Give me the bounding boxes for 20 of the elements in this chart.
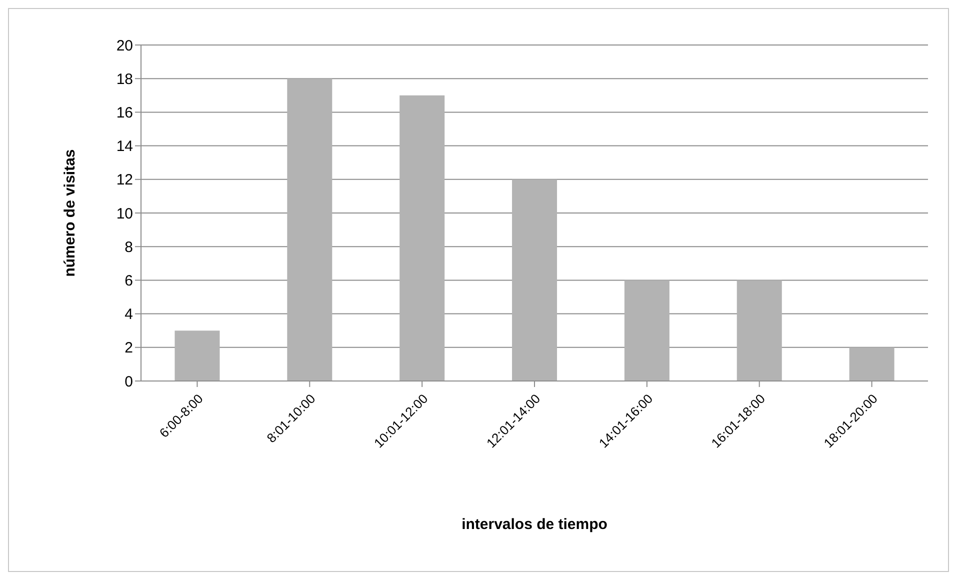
y-tick-label: 12	[116, 172, 133, 189]
y-tick-label: 10	[116, 205, 133, 222]
bar	[174, 330, 220, 381]
y-tick-label: 18	[116, 70, 133, 88]
y-tick-label: 4	[124, 306, 133, 324]
y-tick-label: 8	[124, 238, 133, 256]
bar	[849, 347, 894, 381]
y-tick-label: 2	[124, 340, 133, 357]
y-axis-title: número de visitas	[61, 149, 78, 277]
y-tick-label: 14	[116, 138, 133, 156]
bar	[624, 280, 670, 381]
y-tick-label: 20	[116, 37, 133, 54]
x-axis-title: intervalos de tiempo	[462, 516, 608, 533]
bar	[287, 78, 332, 381]
y-tick-label: 0	[124, 373, 133, 390]
bar	[400, 95, 445, 381]
y-tick-label: 16	[116, 104, 133, 122]
bar	[736, 280, 782, 381]
y-tick-label: 6	[124, 272, 133, 290]
bar	[512, 179, 558, 381]
